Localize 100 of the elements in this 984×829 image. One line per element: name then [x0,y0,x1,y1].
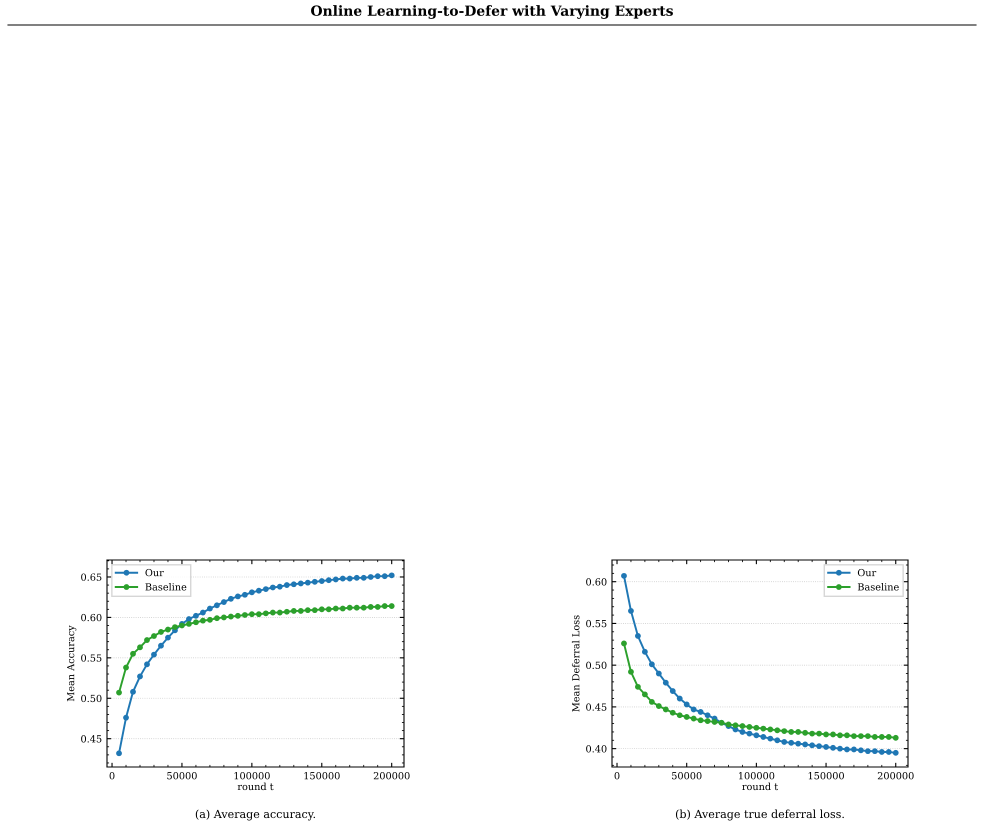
legend-label: Our [858,568,876,576]
point [816,743,822,750]
point [186,620,192,627]
point [262,610,269,616]
point [648,698,655,705]
point [207,616,213,623]
point [298,580,304,586]
x-tick-label: 0 [110,772,114,780]
point [746,724,752,730]
point [830,744,836,751]
point [872,748,878,754]
point [670,688,676,694]
x-tick-label: 0 [614,772,620,780]
point [228,614,234,620]
point [712,719,718,725]
point [116,750,122,756]
point [382,573,388,580]
point [332,576,339,582]
point [270,584,276,590]
point [123,714,129,721]
point [802,730,808,736]
point [151,652,157,658]
point [360,574,367,581]
point [312,607,318,614]
point [304,580,311,586]
point [740,729,746,735]
point [878,734,885,740]
point [298,608,304,614]
point [878,749,885,755]
x-axis-title: round t [238,782,274,790]
point [767,736,774,742]
point [781,728,788,734]
point [774,727,780,734]
point [851,733,857,740]
point [628,668,634,675]
y-axis-title: Mean Deferral Loss [572,615,580,712]
point [290,581,297,588]
point [872,734,878,740]
legend-label: Baseline [145,583,186,591]
point [332,606,339,612]
point [326,606,332,612]
point [746,730,752,737]
point [621,640,627,646]
point [340,576,346,582]
point [837,746,843,752]
point [318,606,325,612]
point [656,670,662,676]
point [886,734,892,740]
point [374,604,381,610]
point [851,746,857,752]
point [354,604,360,611]
point [340,606,346,612]
point [165,626,171,632]
y-axis-title: Mean Accuracy [67,625,76,702]
point [151,633,157,639]
point [690,706,697,712]
point [388,603,395,610]
point [621,572,627,579]
x-tick-label: 50000 [672,772,702,780]
y-tick-label: 0.50 [586,662,606,669]
point [130,650,136,657]
point [193,619,199,626]
x-tick-label: 200000 [878,772,914,780]
x-tick-label: 150000 [808,772,844,780]
y-tick-label: 0.45 [81,735,102,743]
text: (b) Average true deferral loss. [676,810,844,820]
point [242,592,248,598]
point [200,618,206,624]
point [809,730,816,737]
point [186,616,192,622]
point [312,578,318,585]
legend-label: Our [145,568,164,576]
point [844,732,850,738]
point [642,648,648,655]
point [137,644,143,650]
point [830,732,836,738]
point [158,642,164,649]
point [360,604,367,611]
point [774,737,780,744]
point [248,611,255,618]
point [137,674,143,680]
point [858,733,864,740]
x-tick-label: 100000 [739,772,774,780]
point [656,703,662,709]
point [837,732,843,738]
y-tick-label: 0.45 [586,703,606,711]
point [234,612,241,619]
point [262,586,269,592]
point [732,722,738,728]
point [886,749,892,755]
point [809,742,816,748]
point [214,615,220,622]
point [130,688,136,695]
point [802,742,808,748]
point [698,717,704,724]
point [628,608,634,614]
point [116,690,122,696]
point [276,584,283,590]
point [864,733,871,740]
text: Online Learning-to-Defer with Varying Experts [311,5,673,19]
